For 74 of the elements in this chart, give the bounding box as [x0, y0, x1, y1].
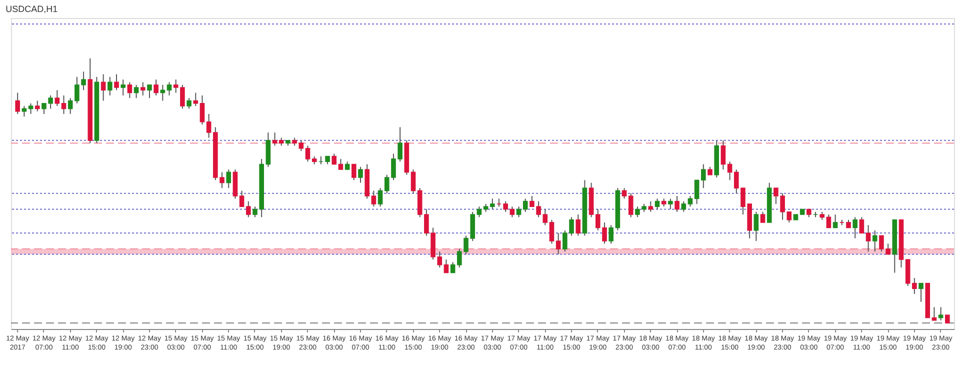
- candlestick: [503, 200, 508, 212]
- candlestick: [154, 79, 158, 96]
- candlestick: [866, 224, 871, 252]
- candlestick: [114, 74, 119, 91]
- candlestick: [674, 195, 680, 212]
- candlestick: [556, 232, 561, 255]
- candlestick: [932, 306, 937, 321]
- candlestick: [266, 132, 271, 168]
- candlestick: [688, 195, 693, 208]
- candlestick: [226, 169, 232, 189]
- candlestick: [127, 82, 132, 99]
- candlestick: [358, 166, 363, 184]
- candlestick: [727, 161, 732, 181]
- candlestick: [15, 92, 20, 114]
- candlestick: [332, 153, 337, 165]
- candlestick: [200, 94, 205, 126]
- candlestick: [100, 74, 106, 102]
- candlestick: [681, 200, 686, 212]
- candlestick: [378, 188, 383, 208]
- candlestick: [760, 211, 766, 223]
- candlestick: [832, 214, 838, 228]
- candlestick: [298, 140, 304, 152]
- candlestick: [450, 262, 456, 274]
- candlestick: [61, 94, 66, 114]
- candlestick: [232, 169, 238, 200]
- candlestick: [859, 216, 864, 234]
- candlestick: [648, 200, 654, 212]
- candlestick: [108, 76, 112, 96]
- candlestick: [490, 198, 495, 210]
- candlestick: [166, 82, 172, 96]
- candlestick: [444, 259, 449, 274]
- candlestick: [239, 190, 244, 208]
- candlestick: [54, 90, 60, 107]
- candlestick: [246, 200, 251, 218]
- candlestick: [549, 219, 554, 244]
- chart-title: USDCAD,H1: [6, 4, 58, 14]
- candlestick: [120, 79, 126, 96]
- candlestick: [628, 192, 634, 218]
- candlestick: [608, 224, 614, 244]
- candlestick: [272, 132, 278, 146]
- candlestick: [938, 306, 944, 321]
- candlestick: [912, 278, 917, 294]
- candlestick: [694, 180, 700, 204]
- candlestick: [160, 84, 166, 102]
- candlestick: [852, 216, 858, 239]
- candlestick: [872, 230, 878, 252]
- candlestick: [918, 282, 924, 302]
- candlestick: [34, 100, 40, 112]
- candlestick: [193, 92, 198, 107]
- candlestick: [522, 198, 528, 212]
- candlestick: [28, 102, 34, 114]
- candlestick: [305, 145, 310, 162]
- candlestick: [826, 214, 832, 228]
- candlestick: [516, 206, 522, 218]
- candlestick: [510, 206, 515, 218]
- candlestick: [186, 98, 192, 110]
- candlestick: [476, 206, 482, 218]
- candlestick: [352, 164, 356, 181]
- candlestick: [68, 98, 73, 114]
- candlestick: [576, 214, 581, 236]
- candlestick: [410, 169, 416, 194]
- candlestick: [140, 82, 146, 96]
- candlestick: [371, 190, 376, 208]
- candlestick: [338, 158, 344, 170]
- candlestick: [754, 211, 759, 242]
- candlestick: [654, 198, 660, 210]
- candlestick: [905, 259, 910, 286]
- candlestick: [701, 164, 706, 189]
- candlestick: [147, 84, 152, 99]
- candlestick: [134, 84, 139, 99]
- candlestick: [206, 113, 212, 138]
- candlestick: [720, 140, 726, 170]
- candlestick: [668, 198, 673, 210]
- candlestick: [622, 188, 627, 200]
